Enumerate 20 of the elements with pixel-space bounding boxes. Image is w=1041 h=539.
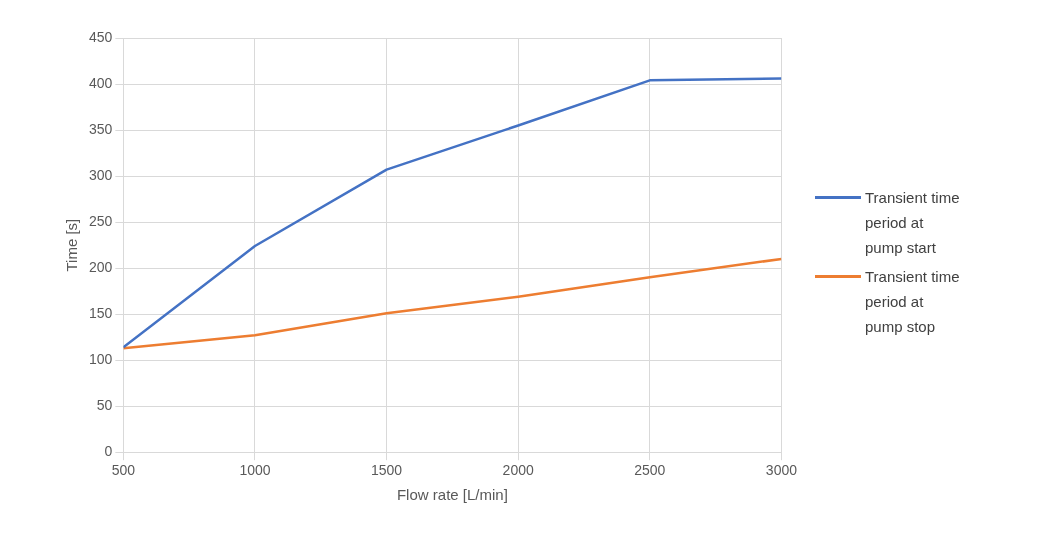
y-tick-label: 300 — [89, 166, 113, 183]
y-tick-label: 250 — [89, 212, 113, 229]
legend-label: Transient time period at pump start — [865, 188, 961, 258]
y-tick-label: 50 — [96, 397, 113, 414]
y-tick-label: 0 — [104, 443, 113, 460]
x-axis-title: Flow rate [L/min] — [396, 486, 508, 504]
x-tick-label: 2000 — [502, 462, 534, 479]
y-axis-title: Time [s] — [63, 218, 81, 272]
legend-label: Transient time period at pump stop — [865, 267, 961, 337]
y-tick-label: 450 — [89, 28, 113, 45]
y-tick-label: 200 — [89, 258, 113, 275]
x-tick-label: 2500 — [634, 462, 666, 479]
y-tick-label: 350 — [89, 120, 113, 137]
y-tick-label: 150 — [89, 304, 113, 321]
x-tick-label: 500 — [111, 462, 136, 479]
y-tick-label: 100 — [89, 351, 113, 368]
x-tick-label: 1000 — [239, 462, 271, 479]
x-tick-label: 3000 — [765, 462, 798, 479]
y-tick-label: 400 — [89, 74, 113, 91]
x-tick-label: 1500 — [371, 462, 403, 479]
